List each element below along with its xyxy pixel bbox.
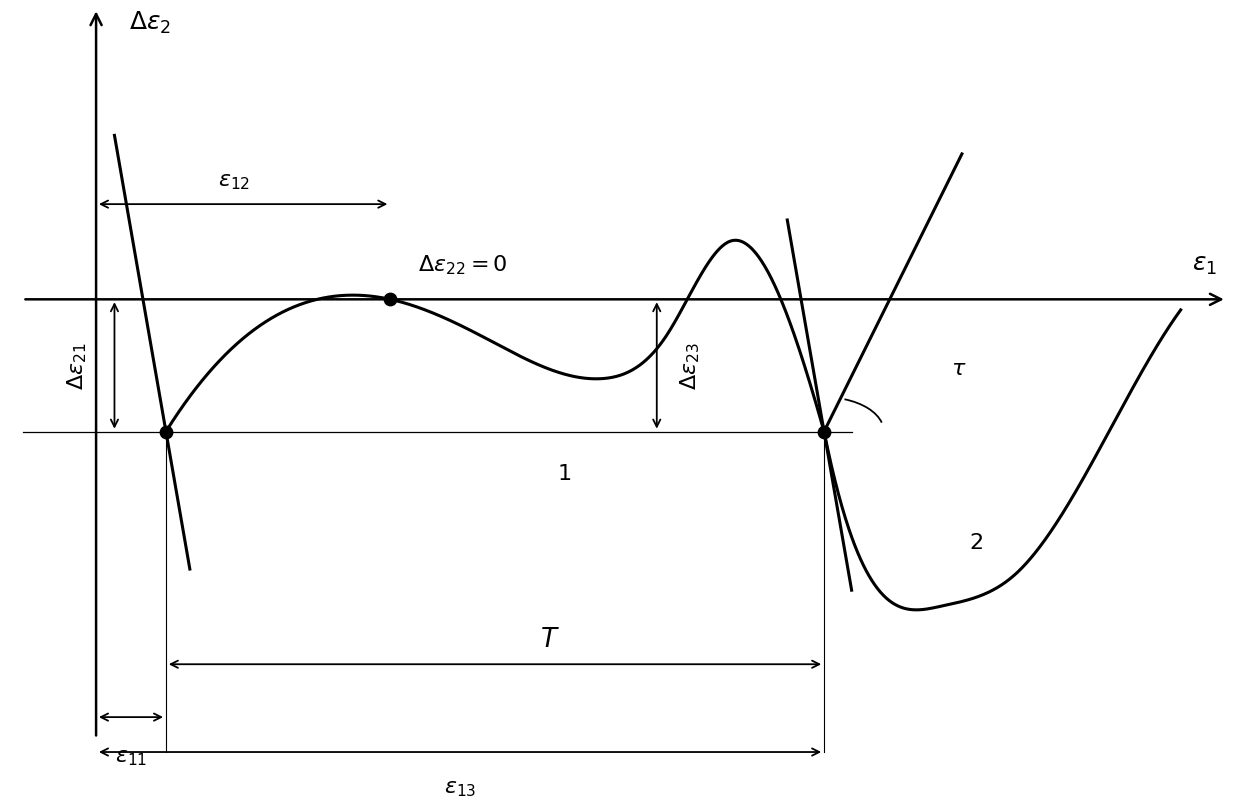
Text: 1: 1 (558, 464, 572, 484)
Point (381, 294, 401, 306)
Text: $\Delta\varepsilon_{23}$: $\Delta\varepsilon_{23}$ (678, 342, 702, 390)
Text: $\varepsilon_{12}$: $\varepsilon_{12}$ (218, 172, 250, 192)
Text: $\varepsilon_{13}$: $\varepsilon_{13}$ (444, 779, 476, 799)
Text: $\Delta\varepsilon_2$: $\Delta\varepsilon_2$ (129, 10, 171, 35)
Text: $\varepsilon_1$: $\varepsilon_1$ (1193, 253, 1218, 277)
Text: $T$: $T$ (541, 626, 560, 652)
Point (156, 426, 176, 439)
Text: $\Delta\varepsilon_{22}=0$: $\Delta\varepsilon_{22}=0$ (418, 253, 507, 277)
Text: $\tau$: $\tau$ (951, 358, 966, 379)
Text: $\Delta\varepsilon_{21}$: $\Delta\varepsilon_{21}$ (66, 342, 89, 390)
Text: $\varepsilon_{11}$: $\varepsilon_{11}$ (115, 747, 148, 767)
Point (815, 426, 835, 439)
Text: 2: 2 (970, 533, 983, 553)
